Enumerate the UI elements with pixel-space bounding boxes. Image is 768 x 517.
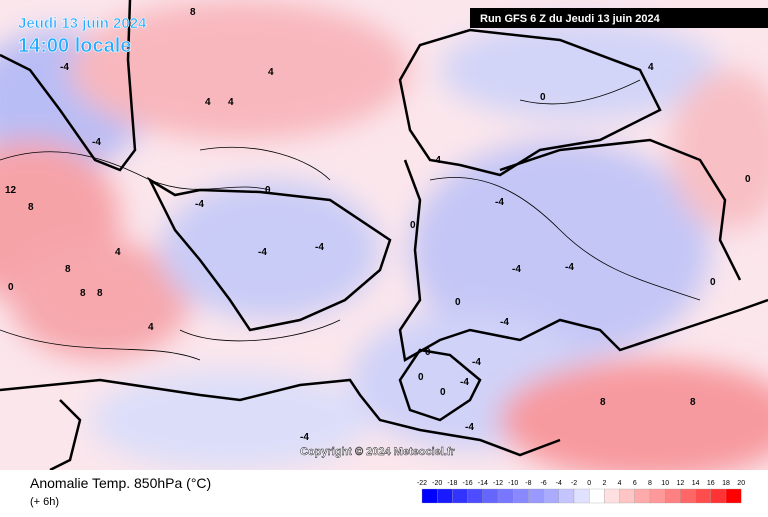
contour-label: -4	[195, 199, 204, 210]
contour-label: 0	[440, 387, 446, 398]
contour-label: 0	[745, 174, 751, 185]
contour-label: 4	[228, 97, 234, 108]
contour-label: 8	[80, 288, 86, 299]
colorbar-swatch	[467, 488, 483, 504]
contour-label: 4	[148, 322, 154, 333]
colorbar-tick-label: 4	[618, 480, 622, 487]
colorbar-swatch	[437, 488, 453, 504]
colorbar: -22 -20 -18 -16 -14 -12 -10 -8 -6 -4 -2 0 2 4 6 8 10 12 14…	[417, 480, 745, 504]
contour-label: 8	[65, 264, 71, 275]
colorbar-swatch	[695, 488, 711, 504]
colorbar-tick-label: -16	[463, 480, 473, 487]
contour-label: 4	[268, 67, 274, 78]
contour-label: 0	[710, 277, 716, 288]
colorbar-swatch	[421, 488, 438, 504]
date: Jeudi 13 juin 2024	[18, 15, 147, 32]
contour-label: -4	[565, 262, 574, 273]
colorbar-swatch	[604, 488, 620, 504]
colorbar-tick-label: 12	[677, 480, 685, 487]
contour-label: -4	[465, 422, 474, 433]
colorbar-tick-label: 16	[707, 480, 715, 487]
colorbar-swatch	[634, 488, 651, 504]
colorbar-swatch	[573, 488, 590, 504]
contour-label: 8	[97, 288, 103, 299]
contour-label: 4	[115, 247, 121, 258]
colorbar-tick-label: -20	[432, 480, 442, 487]
colorbar-swatch	[482, 488, 499, 504]
contour-label: 0	[425, 347, 431, 358]
contour-label: -4	[512, 264, 521, 275]
contour-label: 4	[205, 97, 211, 108]
copyright: Copyright © 2024 Meteociel.fr	[300, 446, 456, 458]
colorbar-tick-label: -18	[447, 480, 457, 487]
colorbar-swatch	[528, 488, 544, 504]
contour-label: 0	[540, 92, 546, 103]
colorbar-tick-label: 18	[722, 480, 730, 487]
contour-label: -4	[258, 247, 267, 258]
colorbar-swatch	[452, 488, 468, 504]
footer-title: Anomalie Temp. 850hPa (°C)	[30, 475, 211, 491]
contour-label: -4	[460, 377, 469, 388]
contour-label: 8	[190, 7, 196, 18]
colorbar-swatch	[558, 488, 575, 504]
anomaly-field	[0, 0, 768, 480]
colorbar-swatch	[619, 488, 635, 504]
time: 14:00 locale	[18, 35, 131, 57]
contour-label: 8	[600, 397, 606, 408]
contour-label: 12	[5, 185, 17, 196]
colorbar-tick-label: 6	[633, 480, 637, 487]
colorbar-swatch	[513, 488, 529, 504]
colorbar-swatch	[649, 488, 666, 504]
colorbar-tick-label: 20	[737, 480, 745, 487]
contour-label: -4	[315, 242, 324, 253]
contour-label: -4	[60, 62, 69, 73]
contour-label: -4	[432, 155, 441, 166]
colorbar-tick-label: -10	[508, 480, 518, 487]
lead-time: (+ 6h)	[30, 496, 59, 508]
contour-label: 0	[265, 185, 271, 196]
colorbar-swatch	[497, 488, 514, 504]
contour-label: 8	[28, 202, 34, 213]
colorbar-tick-label: 10	[661, 480, 669, 487]
contour-label: 0	[8, 282, 14, 293]
contour-label: 4	[648, 62, 654, 73]
colorbar-tick-label: 2	[602, 480, 606, 487]
colorbar-swatch	[589, 488, 605, 504]
colorbar-tick-label: 0	[587, 480, 591, 487]
colorbar-swatch	[725, 488, 742, 504]
colorbar-tick-label: -22	[417, 480, 427, 487]
contour-label: 0	[455, 297, 461, 308]
run-info: Run GFS 6 Z du Jeudi 13 juin 2024	[480, 13, 661, 25]
colorbar-tick-label: -12	[493, 480, 503, 487]
contours	[0, 79, 701, 361]
contour-label: -4	[472, 357, 481, 368]
colorbar-swatch	[710, 488, 727, 504]
colorbar-swatch	[680, 488, 696, 504]
contour-label: -4	[500, 317, 509, 328]
colorbar-tick-label: -8	[525, 480, 531, 487]
colorbar-tick-label: -2	[571, 480, 577, 487]
colorbar-tick-label: -4	[556, 480, 562, 487]
contour-label: 8	[690, 397, 696, 408]
colorbar-tick-label: -6	[540, 480, 546, 487]
contour-label: 0	[410, 220, 416, 231]
contour-label: -4	[92, 137, 101, 148]
colorbar-tick-label: 14	[692, 480, 700, 487]
coastlines	[0, 0, 768, 472]
run-banner	[470, 8, 768, 28]
colorbar-tick-label: 8	[648, 480, 652, 487]
contour-label: -4	[495, 197, 504, 208]
contour-label: 0	[418, 372, 424, 383]
colorbar-swatch	[543, 488, 559, 504]
colorbar-tick-label: -14	[478, 480, 488, 487]
colorbar-swatch	[665, 488, 681, 504]
contour-label: -4	[300, 432, 309, 443]
